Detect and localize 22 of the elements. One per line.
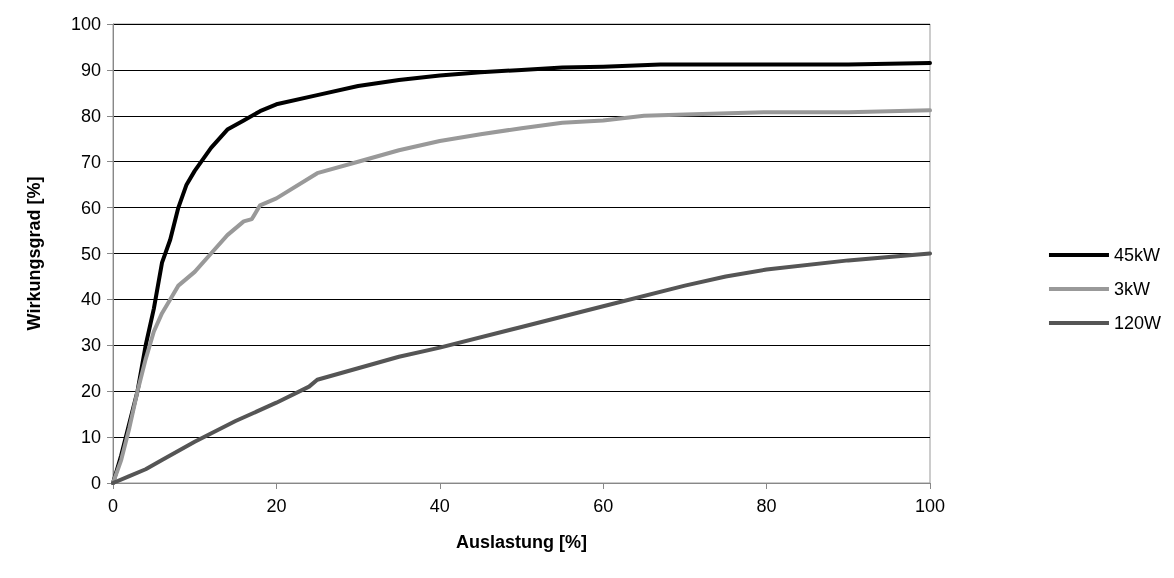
- legend-label: 45kW: [1113, 245, 1160, 265]
- x-tick-label: 100: [914, 496, 946, 516]
- x-tick-label: 60: [593, 496, 614, 516]
- y-tick-label: 0: [90, 473, 101, 493]
- x-tick-label: 80: [756, 496, 777, 516]
- x-tick-label: 20: [266, 496, 287, 516]
- y-tick-label: 80: [80, 105, 101, 126]
- y-axis-title: Wirkungsgrad [%]: [24, 176, 44, 331]
- y-tick-label: 60: [80, 197, 101, 218]
- y-tick-label: 40: [80, 289, 101, 310]
- x-tick-label: 0: [107, 496, 119, 516]
- y-tick-label: 30: [80, 335, 101, 356]
- x-tick-label: 40: [429, 496, 450, 516]
- x-axis-title: Auslastung [%]: [455, 532, 588, 552]
- legend-label: 3kW: [1113, 279, 1150, 299]
- y-tick-label: 50: [80, 243, 101, 264]
- y-tick-label: 20: [80, 381, 101, 402]
- legend-label: 120W: [1113, 313, 1162, 333]
- y-tick-label: 90: [80, 59, 101, 80]
- y-tick-label: 100: [70, 14, 101, 34]
- y-tick-label: 10: [80, 427, 101, 448]
- y-tick-label: 70: [80, 151, 101, 172]
